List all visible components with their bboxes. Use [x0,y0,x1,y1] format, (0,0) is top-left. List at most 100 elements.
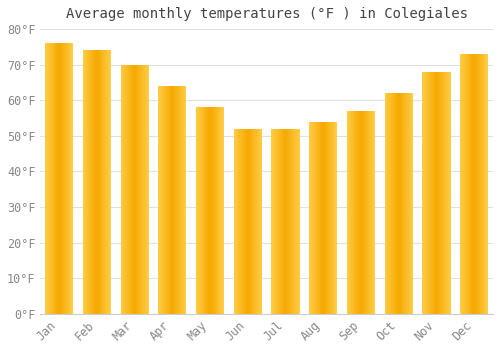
Bar [243,129,244,314]
Bar [330,122,332,314]
Bar [360,111,361,314]
Bar [473,54,474,314]
Bar [484,54,486,314]
Bar [197,107,198,314]
Bar [480,54,482,314]
Bar [131,65,132,314]
Bar [236,129,238,314]
Bar [316,122,318,314]
Bar [444,72,445,314]
Bar [282,129,283,314]
Bar [129,65,130,314]
Bar [174,86,175,314]
Bar [272,129,274,314]
Bar [411,93,412,314]
Bar [47,43,48,314]
Bar [352,111,354,314]
Bar [220,107,222,314]
Bar [474,54,475,314]
Bar [318,122,320,314]
Bar [357,111,358,314]
Bar [424,72,425,314]
Bar [448,72,450,314]
Bar [384,93,386,314]
Bar [356,111,358,314]
Bar [445,72,446,314]
Bar [98,50,99,314]
Bar [322,122,324,314]
Bar [132,65,134,314]
Bar [294,129,295,314]
Bar [142,65,143,314]
Bar [248,129,249,314]
Bar [162,86,163,314]
Bar [409,93,410,314]
Bar [66,43,68,314]
Bar [480,54,481,314]
Bar [311,122,312,314]
Bar [65,43,66,314]
Bar [102,50,104,314]
Bar [52,43,54,314]
Bar [138,65,140,314]
Bar [394,93,395,314]
Bar [463,54,464,314]
Bar [122,65,124,314]
Bar [280,129,281,314]
Bar [56,43,58,314]
Bar [208,107,209,314]
Bar [166,86,168,314]
Bar [50,43,51,314]
Bar [397,93,398,314]
Bar [349,111,350,314]
Bar [84,50,86,314]
Bar [402,93,404,314]
Bar [170,86,172,314]
Bar [370,111,372,314]
Bar [93,50,94,314]
Bar [48,43,49,314]
Bar [282,129,284,314]
Bar [146,65,147,314]
Bar [178,86,179,314]
Bar [393,93,394,314]
Bar [310,122,311,314]
Bar [390,93,392,314]
Bar [436,72,438,314]
Bar [213,107,214,314]
Bar [408,93,409,314]
Bar [206,107,208,314]
Bar [410,93,411,314]
Bar [130,65,131,314]
Bar [49,43,50,314]
Bar [214,107,216,314]
Bar [145,65,146,314]
Bar [158,86,160,314]
Bar [180,86,181,314]
Bar [94,50,95,314]
Bar [391,93,392,314]
Bar [199,107,200,314]
Bar [468,54,469,314]
Bar [240,129,242,314]
Bar [92,50,93,314]
Bar [109,50,110,314]
Bar [366,111,368,314]
Bar [292,129,293,314]
Bar [441,72,442,314]
Bar [165,86,166,314]
Bar [184,86,186,314]
Bar [398,93,400,314]
Bar [443,72,444,314]
Bar [374,111,375,314]
Bar [426,72,427,314]
Bar [326,122,327,314]
Bar [198,107,199,314]
Bar [430,72,431,314]
Bar [246,129,247,314]
Bar [54,43,56,314]
Bar [250,129,252,314]
Bar [209,107,210,314]
Bar [211,107,212,314]
Bar [373,111,374,314]
